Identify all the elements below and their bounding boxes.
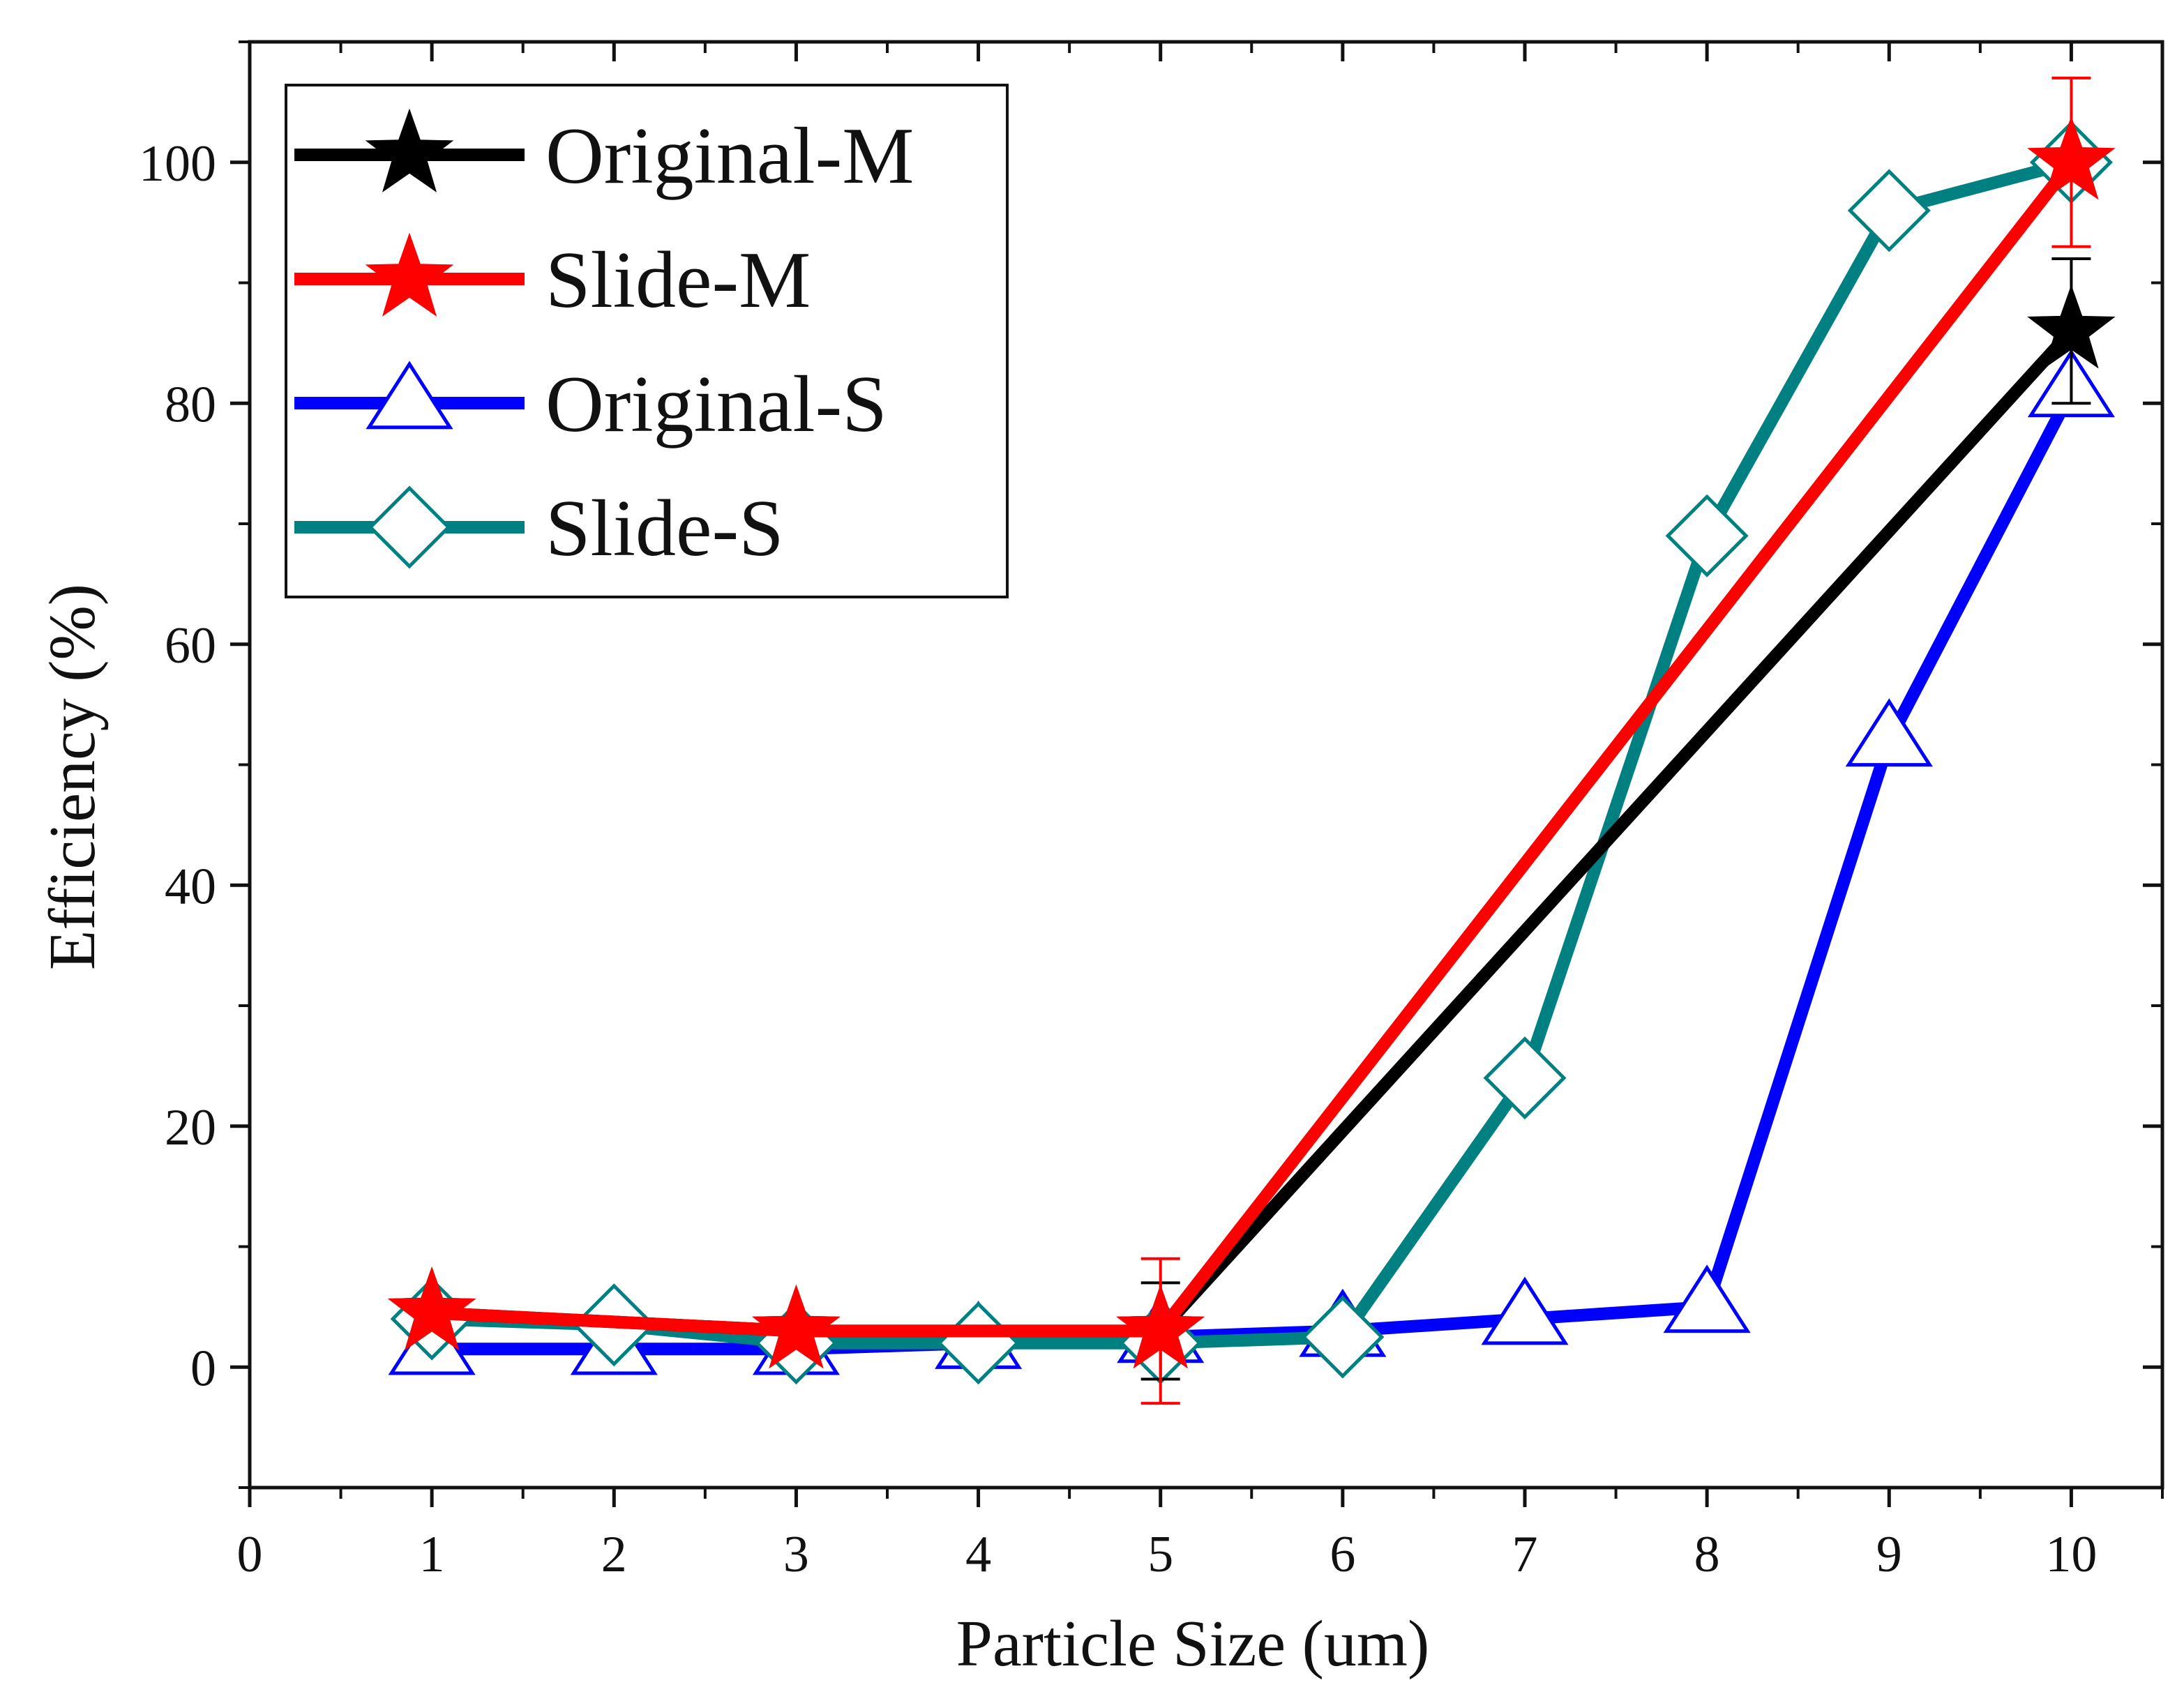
series-layer	[387, 76, 2116, 1405]
x-tick-label: 2	[601, 1526, 627, 1583]
legend-marker-slide-m	[365, 232, 454, 317]
y-tick-label: 80	[165, 376, 216, 433]
data-point-slide-s	[1483, 1036, 1567, 1120]
data-point-slide-s	[1847, 169, 1931, 252]
x-tick-label: 3	[783, 1526, 809, 1583]
y-axis-title: Efficiency (%)	[36, 584, 109, 970]
data-point-slide-s	[937, 1301, 1021, 1385]
legend-entry-original-m: Original-M	[294, 108, 914, 201]
series-line-slide-m	[431, 158, 2077, 1338]
data-point-slide-m	[752, 1284, 841, 1369]
data-point-slide-s	[1665, 494, 1749, 577]
legend: Original-M Slide-M Original-S Slide-S	[285, 84, 1009, 598]
legend-marker-original-s	[366, 361, 453, 430]
y-tick-label: 100	[139, 135, 216, 192]
legend-label: Original-M	[545, 112, 914, 201]
data-point-original-s	[1845, 698, 1933, 767]
data-point-original-m	[2027, 285, 2116, 369]
x-tick-label: 5	[1147, 1526, 1173, 1583]
x-tick-label: 1	[419, 1526, 445, 1583]
y-tick-label: 0	[190, 1340, 216, 1397]
legend-label: Slide-M	[545, 236, 811, 325]
x-tick-label: 4	[965, 1526, 991, 1583]
legend-entry-slide-s: Slide-S	[294, 484, 784, 573]
data-point-original-s	[1663, 1264, 1751, 1333]
legend-entry-slide-m: Slide-M	[294, 232, 811, 325]
x-axis-title: Particle Size (um)	[956, 1608, 1430, 1680]
y-tick-label: 40	[165, 858, 216, 915]
y-tick-label: 20	[165, 1099, 216, 1156]
x-tick-label: 6	[1330, 1526, 1355, 1583]
data-point-slide-m	[1116, 1284, 1205, 1369]
legend-marker-original-m	[365, 108, 454, 192]
x-tick-label: 10	[2045, 1526, 2097, 1583]
x-tick-label: 8	[1694, 1526, 1720, 1583]
x-tick-label: 7	[1512, 1526, 1538, 1583]
legend-marker-slide-s	[368, 485, 451, 569]
legend-label: Slide-S	[545, 484, 784, 573]
legend-label: Original-S	[545, 360, 887, 449]
series-slide-m	[387, 76, 2116, 1405]
data-point-slide-s	[1301, 1295, 1385, 1379]
legend-entry-original-s: Original-S	[294, 360, 887, 449]
data-point-slide-m	[387, 1266, 476, 1351]
x-tick-label: 9	[1876, 1526, 1902, 1583]
x-tick-label: 0	[237, 1526, 263, 1583]
data-point-original-s	[1481, 1276, 1569, 1345]
series-line-slide-s	[431, 156, 2073, 1350]
y-tick-label: 60	[165, 617, 216, 674]
data-point-slide-m	[2027, 116, 2116, 200]
